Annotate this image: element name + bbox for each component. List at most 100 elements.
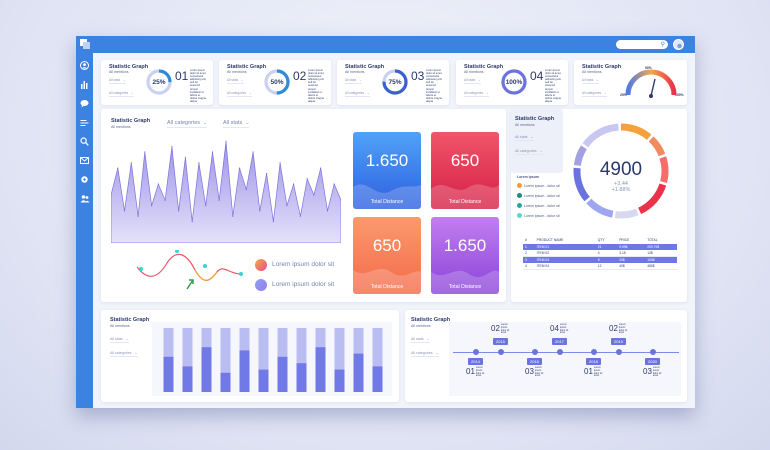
table-cell: 20$ <box>619 258 625 262</box>
timeline-point[interactable] <box>532 349 538 355</box>
categories-dropdown[interactable]: All categories ⌄ <box>167 120 208 128</box>
arrow-up-icon <box>186 279 194 290</box>
area-point <box>232 215 234 217</box>
dropdown-label: All stats <box>109 78 121 82</box>
timeline-year[interactable]: 2018 <box>586 358 601 365</box>
timeline-categories-dropdown[interactable]: All categories ⌄ <box>411 351 439 357</box>
summary-categories-dropdown[interactable]: All categories ⌄ <box>109 91 134 97</box>
bar-chart-icon[interactable] <box>79 79 90 90</box>
timeline-year[interactable]: 2017 <box>552 338 567 345</box>
timeline-year[interactable]: 2014 <box>468 358 483 365</box>
area-point <box>117 167 119 169</box>
tile-caption: Total Distance <box>370 199 404 205</box>
timeline-subtitle: All mentions <box>411 324 431 328</box>
summary-categories-dropdown[interactable]: All categories ⌄ <box>582 91 607 97</box>
bar-back <box>258 328 269 392</box>
table-cell: 5 <box>597 258 600 262</box>
table-row[interactable]: 3 ITEM 03 5 20$ 100$ <box>523 256 677 263</box>
area-point <box>164 199 166 201</box>
chat-icon[interactable] <box>79 98 90 109</box>
summary-title: Statistic Graph <box>227 64 267 70</box>
bar-categories-dropdown[interactable]: All categories ⌄ <box>110 351 138 357</box>
timeline-number-value: 02 <box>491 324 500 333</box>
timeline-point[interactable] <box>591 349 597 355</box>
bar-stats-dropdown[interactable]: All stats ⌄ <box>110 337 129 343</box>
summary-stats-dropdown[interactable]: All stats ⌄ <box>227 78 244 84</box>
edit-icon[interactable] <box>79 117 90 128</box>
dropdown-label: All stats <box>411 337 424 341</box>
timeline-point[interactable] <box>557 349 563 355</box>
dropdown-label: All categories <box>582 91 602 95</box>
top-bar: Search ⚲ <box>76 36 695 53</box>
table-header: # PRODUCT NAME QTY PRICE TOTAL <box>523 237 677 244</box>
table-header-cell: TOTAL <box>647 238 658 243</box>
summary-categories-dropdown[interactable]: All categories ⌄ <box>227 91 252 97</box>
summary-categories-dropdown[interactable]: All categories ⌄ <box>345 91 370 97</box>
table-row[interactable]: 1 ITEM 01 21 9.99$ 209.79$ <box>523 243 677 250</box>
gauge-left-label: 25% <box>620 93 627 97</box>
timeline-point[interactable] <box>498 349 504 355</box>
table-row[interactable]: 2 ITEM 02 4 3.18 12$ <box>523 250 677 257</box>
legend-item: Lorem ipsum - dolor sit <box>524 214 560 218</box>
chevron-down-icon: ⌄ <box>241 78 244 82</box>
summary-stats-dropdown[interactable]: All stats ⌄ <box>345 78 362 84</box>
summary-categories-dropdown[interactable]: All categories ⌄ <box>464 91 489 97</box>
area-point <box>238 167 241 169</box>
timeline-year[interactable]: 2016 <box>527 358 542 365</box>
gear-icon[interactable] <box>79 174 90 185</box>
search-icon[interactable] <box>79 136 90 147</box>
timeline-number-value: 03 <box>525 367 534 376</box>
tile-caption: Total Distance <box>370 284 404 290</box>
tile-value: 1.650 <box>365 151 409 170</box>
tile-violet[interactable]: 1.650 Total Distance <box>431 217 499 294</box>
bar-front <box>201 347 212 392</box>
timeline-number: 03Lorem ipsum dolor sit amet <box>643 366 665 378</box>
summary-stats-dropdown[interactable]: All stats ⌄ <box>109 78 126 84</box>
tile-red[interactable]: 650 Total Distance <box>431 132 499 209</box>
user-icon[interactable] <box>79 60 90 71</box>
timeline-point[interactable] <box>616 349 622 355</box>
timeline-text: Lorem ipsum dolor sit amet <box>652 366 662 378</box>
sidebar <box>76 53 93 408</box>
main-graph-subtitle: All mentions <box>111 125 131 129</box>
timeline-point[interactable] <box>473 349 479 355</box>
area-point <box>266 172 268 175</box>
area-chart <box>111 140 341 243</box>
summary-number: 02 <box>293 69 307 83</box>
summary-text: Lorem ipsum dolor sit amet, consectetur … <box>426 69 443 103</box>
timeline-year[interactable]: 2020 <box>645 358 660 365</box>
bar-front <box>296 363 307 392</box>
users-icon[interactable] <box>79 193 90 204</box>
avatar[interactable] <box>673 39 684 50</box>
timeline-stats-dropdown[interactable]: All stats ⌄ <box>411 337 430 343</box>
search-input[interactable]: Search ⚲ <box>616 40 668 49</box>
tile-blue[interactable]: 1.650 Total Distance <box>353 132 421 209</box>
timeline-text: Lorem ipsum dolor sit amet <box>559 323 569 335</box>
stats-dropdown[interactable]: All stats ⌄ <box>223 120 250 128</box>
timeline-point[interactable] <box>650 349 656 355</box>
summary-card: Statistic Graph All mentions All stats ⌄ … <box>219 60 331 105</box>
bar-back <box>334 328 345 392</box>
chevron-down-icon: ⌄ <box>359 78 362 82</box>
donut-stats-dropdown[interactable]: All stats ⌄ <box>515 135 534 141</box>
summary-stats-dropdown[interactable]: All stats ⌄ <box>464 78 481 84</box>
summary-card: Statistic Graph All mentions All stats ⌄ … <box>574 60 687 105</box>
donut-categories-dropdown[interactable]: All categories ⌄ <box>515 149 543 155</box>
table-cell: 3 <box>525 258 527 262</box>
area-point <box>272 221 274 223</box>
categories-dropdown-label: All categories <box>167 120 201 126</box>
timeline-year[interactable]: 2019 <box>611 338 626 345</box>
tile-orange[interactable]: 650 Total Distance <box>353 217 421 294</box>
summary-stats-dropdown[interactable]: All stats ⌄ <box>582 78 599 84</box>
bar-chart-card: Statistic Graph All mentions All stats ⌄ … <box>101 310 399 402</box>
mail-icon[interactable] <box>79 155 90 166</box>
gauge-arc <box>625 69 677 96</box>
summary-card: Statistic Graph All mentions All stats ⌄ … <box>337 60 449 105</box>
timeline-text: Lorem ipsum dolor sit amet <box>475 366 485 378</box>
timeline-number: 01Lorem ipsum dolor sit amet <box>466 366 488 378</box>
chevron-down-icon: ⌄ <box>134 351 138 355</box>
table-row[interactable]: 4 ITEM 04 12 40$ 480$ <box>523 263 677 270</box>
magnifier-icon[interactable]: ⚲ <box>660 42 665 48</box>
donut-center-value: 4900 <box>599 159 643 180</box>
timeline-year[interactable]: 2015 <box>493 338 508 345</box>
